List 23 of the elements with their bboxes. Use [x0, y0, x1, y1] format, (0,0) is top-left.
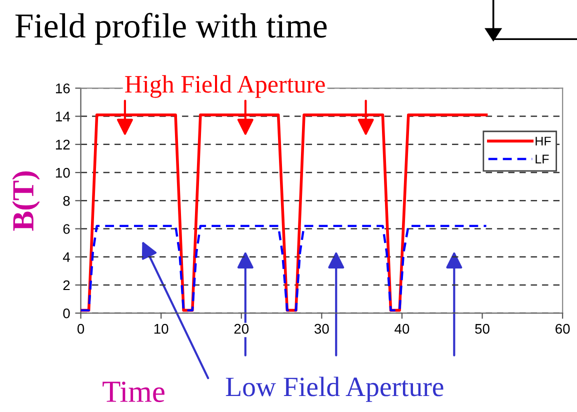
x-tick-label: 10 [154, 324, 168, 334]
y-tick-label: 14 [56, 112, 70, 122]
annotation: High Field Aperture [125, 75, 325, 98]
x-axis-title: Time [102, 382, 164, 402]
y-tick-label: 12 [56, 140, 70, 150]
x-tick-label: 40 [394, 324, 410, 334]
text: Low Field Aperture [226, 376, 444, 402]
y-tick-label: 0 [63, 308, 70, 318]
y-tick-label: 4 [62, 252, 70, 262]
y-tick-label: 2 [63, 280, 70, 290]
x-tick-label: 30 [314, 324, 329, 334]
legend-label: HF [536, 136, 551, 146]
chart-title: Field profile with time [15, 12, 327, 45]
y-tick-label: 8 [63, 196, 70, 206]
y-axis-title: B(T) [12, 171, 40, 231]
y-tick-label: 6 [63, 224, 70, 234]
x-tick-label: 60 [556, 324, 570, 334]
legend-label: LF [536, 154, 549, 164]
y-tick-label: 16 [56, 84, 70, 94]
x-tick-label: 50 [475, 324, 490, 334]
x-tick-label: 20 [234, 324, 249, 334]
x-tick-label: 0 [77, 324, 84, 334]
y-tick-label: 10 [56, 168, 70, 178]
